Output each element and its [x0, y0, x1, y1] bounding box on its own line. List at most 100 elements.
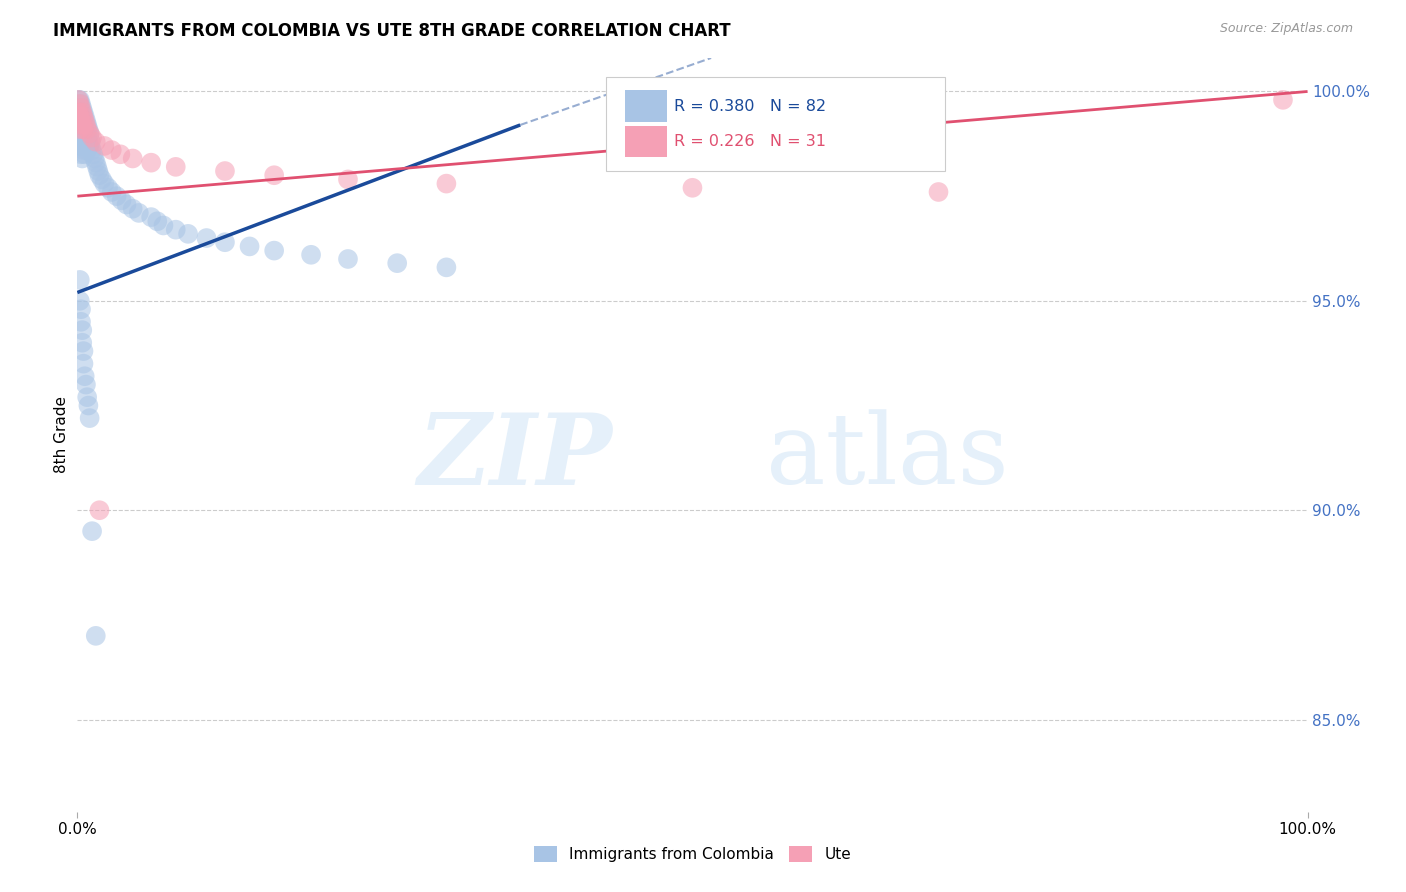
FancyBboxPatch shape — [624, 90, 666, 122]
Point — [128, 206, 150, 220]
Point — [76, 118, 98, 132]
Point — [72, 118, 94, 132]
Point — [69, 122, 91, 136]
Point — [195, 231, 218, 245]
Point — [101, 143, 124, 157]
Point — [75, 113, 97, 128]
Point — [76, 130, 98, 145]
Point — [70, 105, 93, 120]
Point — [93, 177, 115, 191]
Point — [72, 105, 94, 120]
Point — [97, 181, 120, 195]
Point — [90, 172, 114, 186]
Point — [69, 110, 91, 124]
Point — [928, 185, 950, 199]
Legend: Immigrants from Colombia, Ute: Immigrants from Colombia, Ute — [527, 840, 858, 868]
Point — [72, 110, 94, 124]
Point — [69, 139, 91, 153]
Point — [70, 110, 93, 124]
Point — [73, 110, 96, 124]
Point — [77, 135, 100, 149]
Text: ZIP: ZIP — [418, 409, 613, 506]
Point — [76, 122, 98, 136]
Point — [84, 155, 107, 169]
Point — [70, 147, 93, 161]
Point — [337, 252, 360, 266]
Point — [70, 101, 93, 115]
Point — [121, 152, 143, 166]
Point — [263, 168, 285, 182]
Point — [214, 164, 236, 178]
Point — [263, 244, 285, 258]
Point — [76, 390, 98, 404]
Point — [67, 93, 90, 107]
Point — [86, 160, 108, 174]
Point — [70, 127, 93, 141]
Point — [70, 315, 93, 329]
Point — [121, 202, 143, 216]
Point — [82, 524, 104, 538]
Point — [214, 235, 236, 250]
Point — [73, 147, 96, 161]
Point — [69, 113, 91, 128]
Point — [84, 135, 107, 149]
Point — [239, 239, 262, 253]
Point — [73, 135, 96, 149]
Point — [75, 139, 97, 153]
Point — [436, 177, 458, 191]
Point — [70, 323, 93, 337]
Point — [69, 273, 91, 287]
Point — [89, 503, 111, 517]
Point — [70, 97, 93, 112]
Point — [77, 399, 100, 413]
FancyBboxPatch shape — [606, 77, 945, 171]
Point — [70, 139, 93, 153]
Point — [67, 93, 90, 107]
Point — [79, 127, 101, 141]
Point — [67, 127, 90, 141]
Point — [75, 127, 97, 141]
Point — [69, 97, 91, 112]
Point — [82, 147, 104, 161]
Text: R = 0.380   N = 82: R = 0.380 N = 82 — [673, 99, 827, 113]
Point — [79, 127, 101, 141]
Point — [165, 160, 187, 174]
Point — [70, 335, 93, 350]
Point — [105, 189, 128, 203]
Point — [87, 164, 110, 178]
Point — [70, 113, 93, 128]
Point — [70, 122, 93, 136]
Point — [89, 168, 111, 182]
Point — [84, 629, 107, 643]
Point — [69, 127, 91, 141]
Point — [111, 194, 132, 208]
Point — [75, 377, 97, 392]
Point — [436, 260, 458, 275]
Point — [165, 222, 187, 236]
Point — [152, 219, 174, 233]
Point — [83, 152, 105, 166]
Point — [146, 214, 169, 228]
Point — [70, 152, 93, 166]
Point — [76, 143, 98, 157]
Point — [110, 147, 132, 161]
Point — [1272, 93, 1295, 107]
Point — [75, 118, 97, 132]
Point — [141, 210, 163, 224]
Point — [73, 113, 96, 128]
Point — [93, 139, 115, 153]
Point — [69, 101, 91, 115]
Point — [72, 130, 94, 145]
Point — [72, 143, 94, 157]
Point — [80, 135, 103, 149]
Point — [70, 118, 93, 132]
Point — [299, 248, 322, 262]
Point — [70, 101, 93, 115]
Point — [337, 172, 360, 186]
Point — [72, 344, 94, 359]
Point — [79, 139, 101, 153]
Text: atlas: atlas — [766, 409, 1010, 506]
Text: Source: ZipAtlas.com: Source: ZipAtlas.com — [1219, 22, 1353, 36]
Point — [101, 185, 124, 199]
Y-axis label: 8th Grade: 8th Grade — [53, 396, 69, 474]
